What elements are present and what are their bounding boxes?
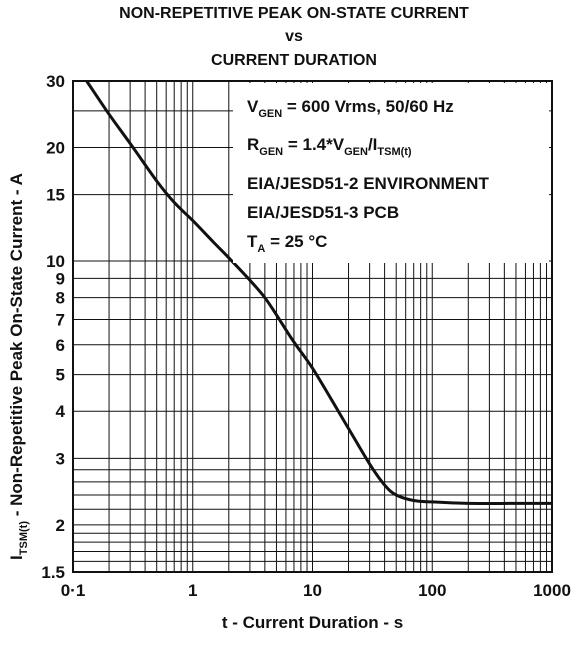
y-tick-label: 6 — [56, 336, 65, 355]
x-tick-label: 100 — [418, 581, 446, 600]
annotation-line: RGEN = 1.4*VGEN/ITSM(t) — [247, 135, 412, 158]
annotation-subscript: A — [257, 243, 265, 255]
y-tick-label: 2 — [56, 516, 65, 535]
y-tick-label: 9 — [56, 269, 65, 288]
x-tick-label: 1 — [188, 581, 197, 600]
y-tick-label: 3 — [56, 449, 65, 468]
annotation-text: EIA/JESD51-3 PCB — [247, 203, 399, 222]
annotation-line: VGEN = 600 Vrms, 50/60 Hz — [247, 97, 454, 120]
annotation-text: /I — [368, 135, 377, 154]
annotation-line: EIA/JESD51-2 ENVIRONMENT — [247, 174, 489, 193]
curve-group — [85, 80, 552, 505]
y-axis-label-subscript: TSM(t) — [18, 521, 30, 556]
y-tick-label: 1.5 — [41, 563, 65, 582]
annotation-background — [233, 83, 549, 263]
annotation-line: TA = 25 °C — [247, 232, 327, 255]
annotation-text: = 600 Vrms, 50/60 Hz — [282, 97, 454, 116]
annotation-text: R — [247, 135, 259, 154]
annotation-text: T — [247, 232, 258, 251]
annotation-text: V — [247, 97, 259, 116]
x-tick-label: 1000 — [533, 581, 571, 600]
plot-frame — [72, 80, 553, 573]
annotation-line: EIA/JESD51-3 PCB — [247, 203, 399, 222]
chart-title-line-3: CURRENT DURATION — [211, 52, 377, 69]
y-tick-label: 7 — [56, 311, 65, 330]
y-axis-label-main: I — [7, 555, 26, 560]
chart-title-line-2: vs — [285, 28, 303, 45]
annotation-subscript: GEN — [344, 146, 368, 158]
chart-title-line-1: NON-REPETITIVE PEAK ON-STATE CURRENT — [119, 5, 469, 22]
y-tick-label: 30 — [46, 72, 65, 91]
annotation-subscript: GEN — [258, 108, 282, 120]
annotation-text: = 1.4*V — [283, 135, 345, 154]
x-tick-label: 10 — [303, 581, 322, 600]
annotation-subscript: TSM(t) — [377, 146, 412, 158]
annotation-text: = 25 °C — [265, 232, 327, 251]
y-axis-label-rest: - Non-Repetitive Peak On-State Current -… — [7, 173, 26, 521]
y-tick-label: 5 — [56, 366, 65, 385]
y-tick-label: 20 — [46, 138, 65, 157]
x-tick-label: 0·1 — [61, 581, 86, 600]
data-curve — [85, 80, 552, 505]
y-tick-label: 4 — [56, 402, 66, 421]
x-axis-label: t - Current Duration - s — [222, 613, 403, 632]
y-tick-label: 8 — [56, 289, 65, 308]
grid-lines — [73, 81, 552, 572]
y-tick-label: 10 — [46, 252, 65, 271]
y-axis-label: ITSM(t) - Non-Repetitive Peak On-State C… — [7, 173, 30, 560]
annotation-subscript: GEN — [259, 146, 283, 158]
y-tick-label: 15 — [46, 186, 65, 205]
annotation-text: EIA/JESD51-2 ENVIRONMENT — [247, 174, 489, 193]
